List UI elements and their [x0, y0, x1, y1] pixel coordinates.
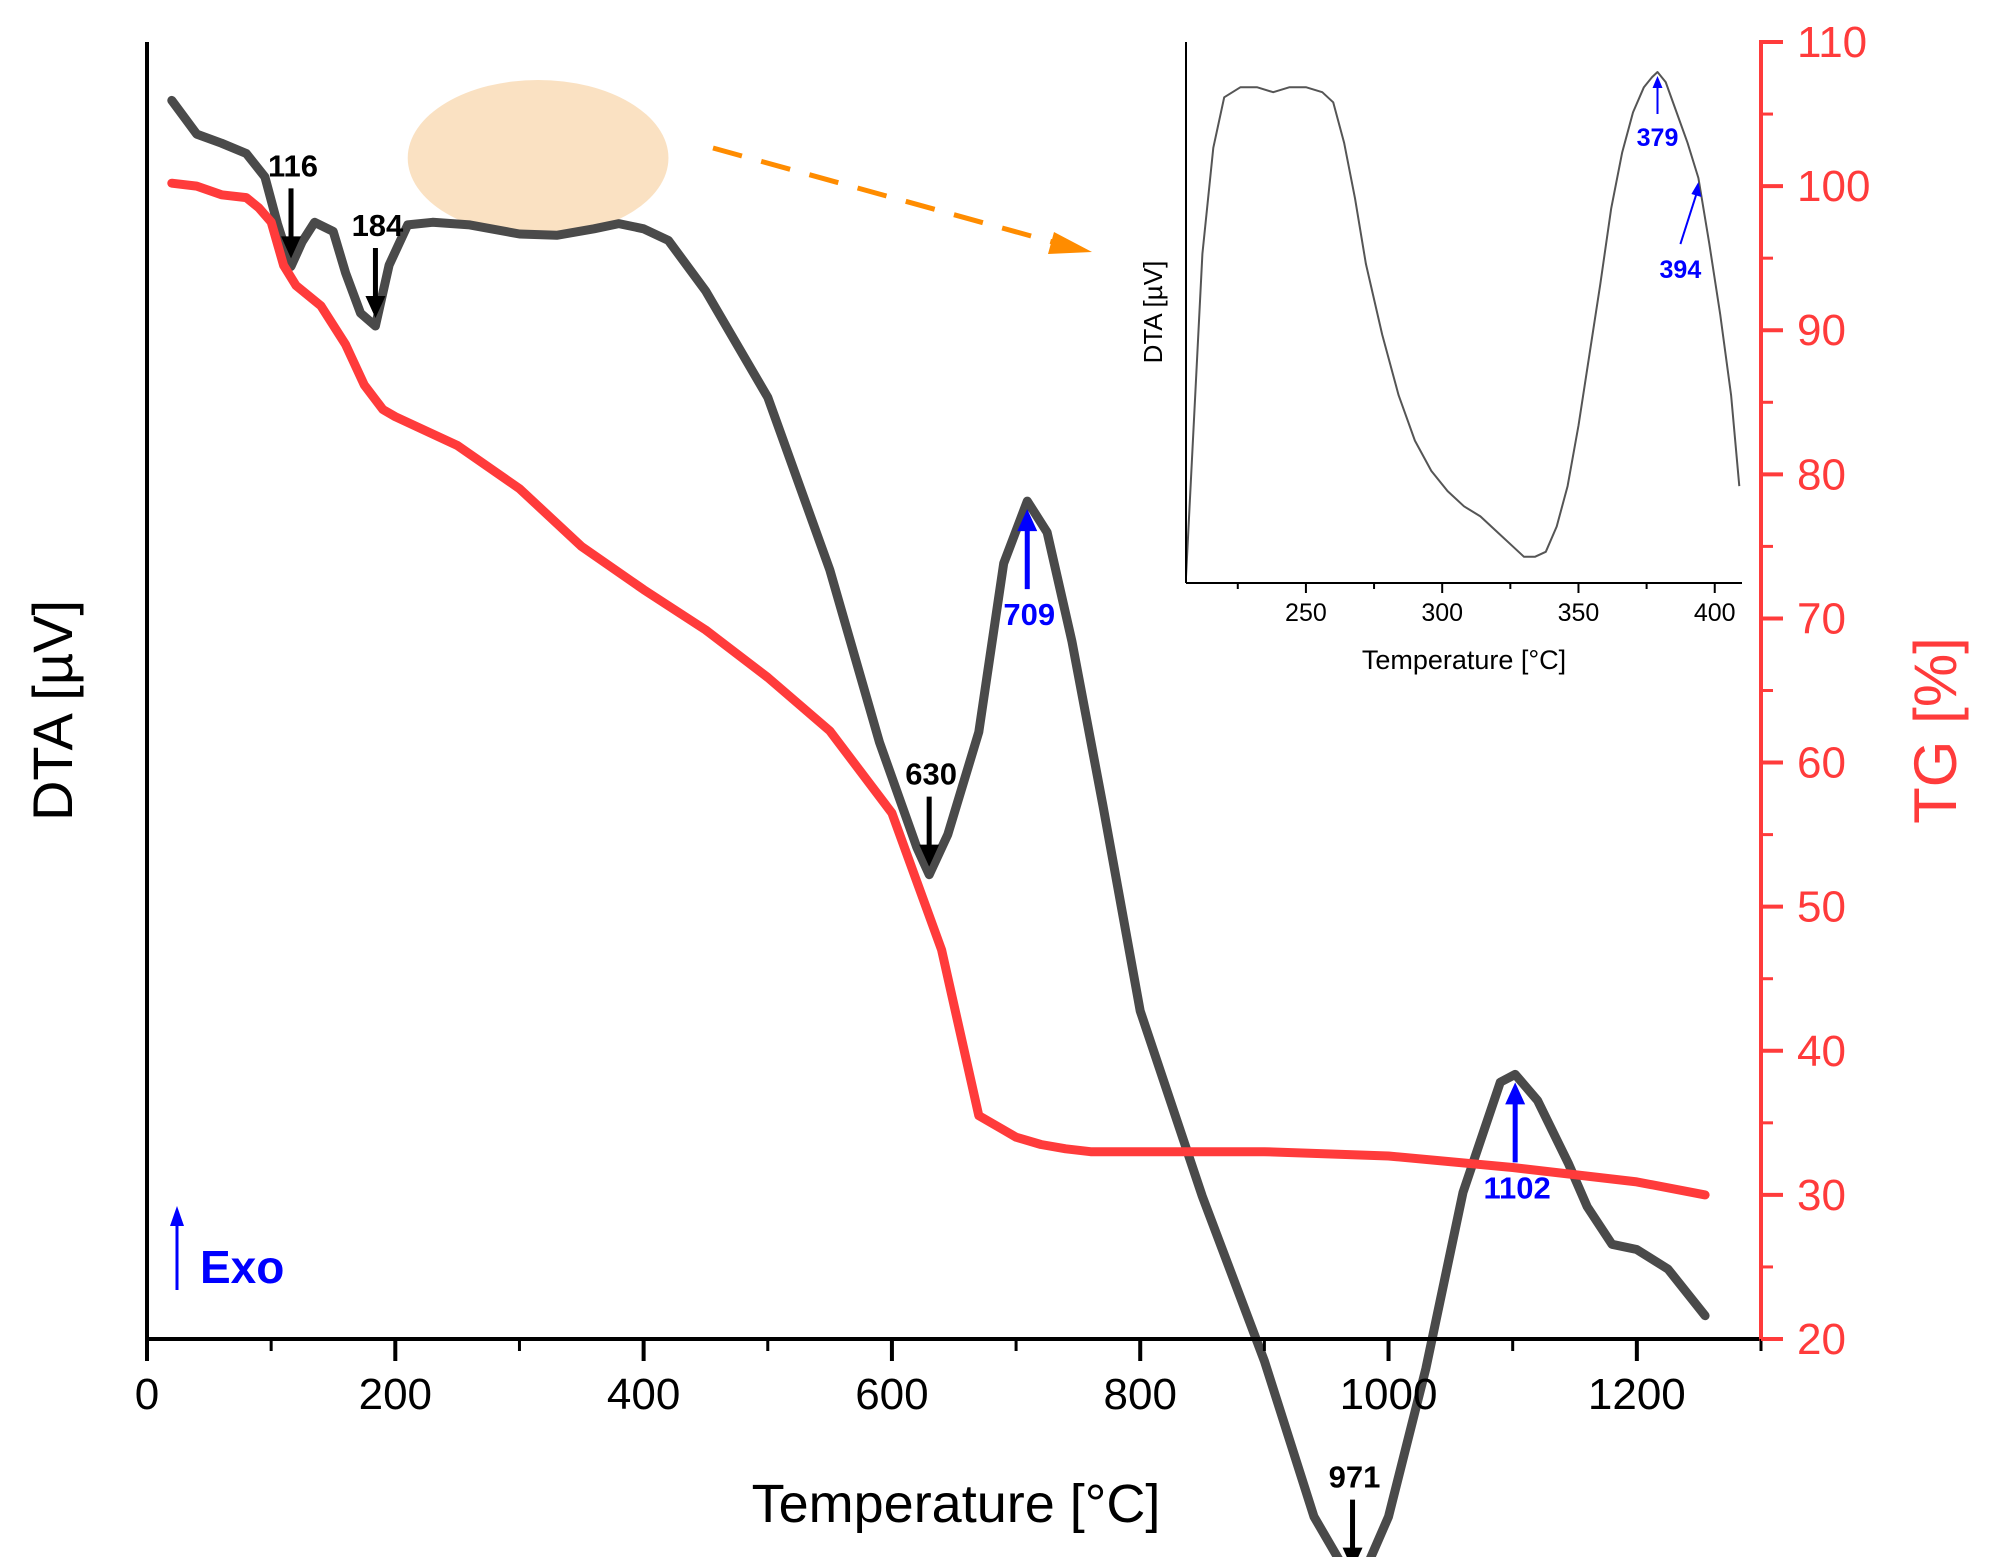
y-right-tick-label: 100	[1797, 162, 1870, 211]
annotation-arrow-head	[1342, 1547, 1363, 1557]
y-right-tick-label: 110	[1797, 18, 1867, 67]
annotation-label: 184	[352, 208, 404, 243]
peak-annotation-116: 116	[268, 148, 318, 259]
inset-annotation-label: 379	[1637, 124, 1679, 152]
y-right-tick-label: 30	[1797, 1171, 1846, 1220]
annotation-label: 116	[268, 148, 318, 183]
x-tick-label: 1200	[1588, 1370, 1686, 1419]
annotation-label: 971	[1329, 1460, 1381, 1495]
inset-chart: 250 300 350 400 Temperature [°C] DTA [µV] 379 3…	[1138, 42, 1742, 675]
inset-background	[1186, 42, 1742, 583]
highlight-region	[407, 80, 1092, 254]
annotation-label: 1102	[1484, 1170, 1551, 1205]
inset-peak-annotation-394: 394	[1660, 182, 1702, 284]
exo-indicator: Exo	[170, 1206, 284, 1293]
x-tick-label: 1000	[1340, 1370, 1438, 1419]
y-right-tick-label: 40	[1797, 1027, 1846, 1076]
inset-x-tick-label: 350	[1558, 599, 1600, 627]
exo-label: Exo	[200, 1241, 284, 1293]
y-right-tick-label: 80	[1797, 450, 1846, 499]
y-left-axis-title: DTA [µV]	[21, 600, 84, 821]
y-right-tick-label: 60	[1797, 739, 1846, 788]
y-right-axis-title: TG [%]	[1902, 637, 1969, 824]
series-line-dta	[167, 95, 1710, 1557]
x-tick-label: 0	[135, 1370, 159, 1419]
peak-annotation-184: 184	[352, 208, 404, 319]
annotations-group: 116 184 630 709 971 1102 Exo	[170, 148, 1551, 1557]
inset-y-axis-title: DTA [µV]	[1138, 261, 1168, 364]
inset-x-axis-title: Temperature [°C]	[1362, 645, 1566, 675]
zoom-dashed-arrow	[712, 145, 1061, 247]
peak-annotation-971: 971	[1329, 1460, 1381, 1557]
y-right-tick-label: 50	[1797, 883, 1846, 932]
annotation-arrow-head	[281, 236, 302, 259]
peak-annotation-709: 709	[1003, 509, 1055, 632]
axes-group: 0 200 400 600 800 1000 1200 20 30 40 50 60 70 80 90 100…	[21, 18, 1969, 1534]
annotation-arrow-head	[1017, 509, 1038, 532]
annotation-arrow-head	[365, 296, 386, 319]
x-axis-title: Temperature [°C]	[752, 1474, 1161, 1534]
y-right-tick-label: 20	[1797, 1315, 1846, 1364]
inset-series-line	[1185, 71, 1741, 578]
annotation-label: 630	[905, 757, 957, 792]
highlight-ellipse	[407, 80, 669, 236]
y-right-tick-label: 70	[1797, 594, 1846, 643]
inset-annotation-arrow-head	[1691, 182, 1702, 198]
y-right-tick-label: 90	[1797, 306, 1846, 355]
inset-annotation-arrow-shaft	[1679, 193, 1698, 245]
annotation-arrow-head	[1505, 1082, 1526, 1105]
series-line-tg	[167, 178, 1710, 1200]
inset-x-tick-label: 250	[1285, 599, 1327, 627]
inset-annotation-arrow-head	[1652, 76, 1663, 88]
peak-annotation-630: 630	[905, 757, 957, 867]
x-tick-label: 600	[855, 1370, 928, 1419]
x-tick-label: 200	[359, 1370, 432, 1419]
inset-annotation-label: 394	[1660, 256, 1702, 284]
inset-peak-annotation-379: 379	[1637, 76, 1679, 152]
x-tick-label: 400	[607, 1370, 680, 1419]
inset-x-tick-label: 400	[1694, 599, 1736, 627]
exo-arrow-head	[170, 1206, 184, 1226]
annotation-arrow-head	[919, 844, 940, 867]
inset-x-tick-label: 300	[1421, 599, 1463, 627]
x-tick-label: 800	[1104, 1370, 1177, 1419]
series-group	[167, 95, 1710, 1557]
peak-annotation-1102: 1102	[1484, 1082, 1551, 1205]
zoom-arrow-head	[1048, 232, 1092, 254]
annotation-label: 709	[1003, 597, 1055, 632]
